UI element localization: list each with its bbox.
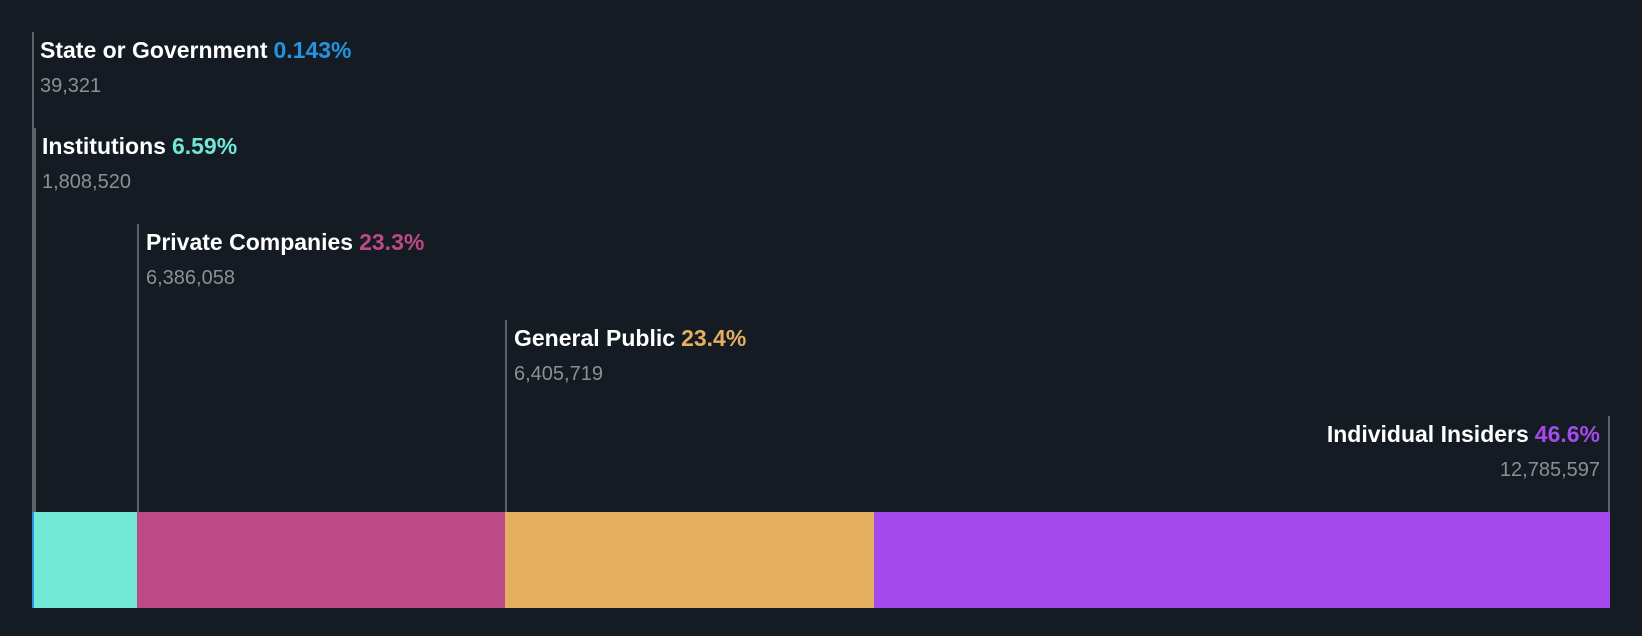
bar-segment-state-or-government[interactable] <box>32 512 34 608</box>
category-name: State or Government <box>40 37 268 63</box>
category-percent: 46.6% <box>1534 421 1600 447</box>
category-shares: 12,785,597 <box>1499 459 1600 481</box>
leader-line-state <box>32 32 34 512</box>
bar-segment-private-companies[interactable] <box>137 512 505 608</box>
category-name: Private Companies <box>146 229 354 255</box>
category-shares: 39,321 <box>40 75 102 97</box>
category-name: General Public <box>514 325 676 351</box>
category-name: Individual Insiders <box>1326 421 1529 447</box>
category-name: Institutions <box>42 133 166 159</box>
bar-segment-institutions[interactable] <box>34 512 137 608</box>
leader-line-public <box>505 320 507 512</box>
category-percent: 6.59% <box>171 133 238 159</box>
bar-segment-individual-insiders[interactable] <box>874 512 1610 608</box>
label-state-or-government: State or Government 0.143% 39,321 <box>40 36 352 98</box>
category-percent: 23.3% <box>359 229 425 255</box>
category-shares: 6,405,719 <box>514 363 603 385</box>
leader-line-private <box>137 224 139 512</box>
bar-segment-general-public[interactable] <box>505 512 874 608</box>
leader-line-institutions <box>34 128 36 512</box>
category-percent: 23.4% <box>681 325 747 351</box>
leader-line-insiders <box>1608 416 1610 512</box>
label-institutions: Institutions 6.59% 1,808,520 <box>42 132 237 194</box>
stacked-bar <box>32 512 1610 608</box>
label-individual-insiders: Individual Insiders 46.6% 12,785,597 <box>1327 420 1600 482</box>
label-general-public: General Public 23.4% 6,405,719 <box>514 324 746 386</box>
category-shares: 1,808,520 <box>42 171 131 193</box>
label-private-companies: Private Companies 23.3% 6,386,058 <box>146 228 424 290</box>
category-percent: 0.143% <box>273 37 352 63</box>
category-shares: 6,386,058 <box>146 267 235 289</box>
